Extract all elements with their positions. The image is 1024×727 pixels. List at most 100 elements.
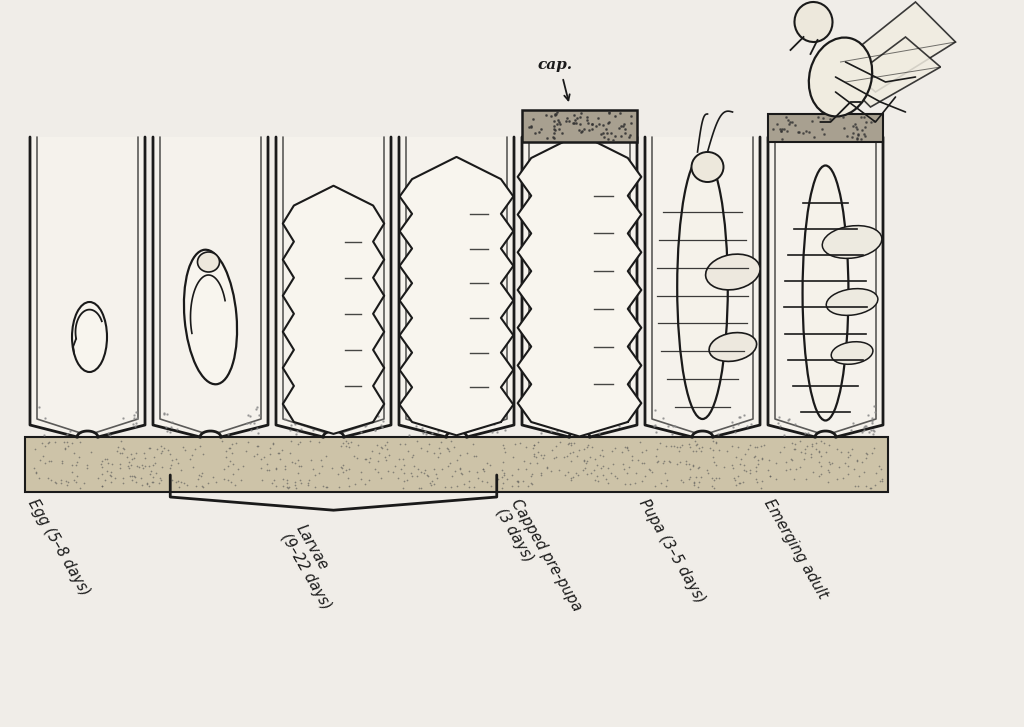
- Point: [813, 460, 829, 472]
- Point: [53, 455, 70, 467]
- Point: [650, 456, 667, 467]
- Point: [669, 458, 685, 470]
- Point: [218, 446, 234, 457]
- Point: [440, 445, 457, 457]
- Point: [292, 478, 308, 489]
- Point: [404, 451, 421, 463]
- Point: [138, 478, 155, 489]
- Point: [57, 443, 74, 454]
- Point: [290, 438, 306, 450]
- Point: [374, 442, 390, 454]
- Point: [41, 456, 57, 467]
- Point: [148, 443, 165, 455]
- Point: [274, 473, 291, 485]
- Point: [136, 447, 153, 459]
- Point: [804, 438, 820, 450]
- Point: [289, 482, 305, 494]
- Point: [163, 459, 179, 471]
- Point: [858, 447, 874, 459]
- Point: [126, 452, 142, 464]
- Point: [250, 441, 266, 452]
- Point: [469, 466, 485, 478]
- Point: [371, 447, 387, 459]
- Point: [557, 470, 573, 481]
- Point: [569, 469, 586, 481]
- Point: [144, 459, 161, 471]
- Point: [414, 467, 430, 478]
- Point: [749, 476, 765, 488]
- Point: [379, 436, 395, 448]
- Ellipse shape: [809, 38, 872, 116]
- Point: [303, 454, 319, 466]
- Point: [685, 460, 701, 472]
- Point: [318, 481, 335, 493]
- Point: [409, 435, 425, 447]
- Point: [684, 445, 700, 457]
- Point: [736, 459, 753, 471]
- Point: [377, 439, 393, 451]
- Point: [52, 477, 69, 489]
- Point: [356, 454, 373, 465]
- Point: [155, 445, 171, 457]
- Point: [614, 446, 631, 458]
- Point: [652, 438, 669, 449]
- Point: [686, 478, 702, 489]
- Point: [422, 479, 438, 491]
- Point: [345, 450, 361, 462]
- Point: [28, 466, 44, 478]
- Point: [428, 468, 444, 480]
- Point: [259, 459, 275, 470]
- Point: [544, 444, 560, 456]
- Point: [452, 449, 468, 460]
- Point: [784, 454, 801, 465]
- Point: [624, 454, 640, 466]
- Point: [512, 438, 528, 449]
- Point: [669, 441, 685, 452]
- Point: [705, 444, 721, 456]
- Point: [617, 478, 634, 489]
- Point: [509, 475, 525, 486]
- Point: [741, 467, 758, 478]
- Point: [858, 480, 874, 491]
- Point: [190, 470, 207, 481]
- Point: [866, 480, 883, 491]
- Point: [857, 452, 873, 464]
- Point: [821, 466, 838, 478]
- Point: [253, 462, 269, 474]
- Point: [475, 463, 492, 475]
- Point: [820, 465, 837, 476]
- Point: [627, 478, 643, 489]
- Point: [808, 443, 824, 455]
- Point: [26, 462, 42, 474]
- Point: [664, 440, 680, 451]
- Point: [510, 481, 526, 492]
- Point: [459, 448, 475, 459]
- Point: [530, 446, 547, 458]
- Point: [400, 445, 417, 457]
- Point: [280, 482, 296, 494]
- Point: [482, 459, 499, 470]
- Point: [441, 457, 458, 468]
- Point: [854, 456, 870, 467]
- Point: [571, 444, 588, 456]
- Point: [468, 451, 484, 462]
- Point: [793, 446, 809, 458]
- Point: [387, 460, 403, 472]
- Point: [116, 443, 132, 454]
- Point: [844, 443, 860, 455]
- Point: [124, 454, 140, 465]
- Point: [360, 475, 377, 486]
- Point: [811, 470, 827, 482]
- Point: [732, 477, 749, 489]
- Point: [120, 460, 136, 472]
- Point: [465, 438, 481, 450]
- Point: [599, 462, 615, 474]
- Point: [594, 450, 610, 462]
- Point: [124, 474, 140, 486]
- Point: [657, 480, 674, 491]
- Polygon shape: [841, 2, 955, 92]
- Point: [48, 477, 65, 489]
- Point: [748, 465, 764, 477]
- Point: [136, 452, 153, 464]
- Text: Larvae
(9–22 days): Larvae (9–22 days): [278, 522, 348, 613]
